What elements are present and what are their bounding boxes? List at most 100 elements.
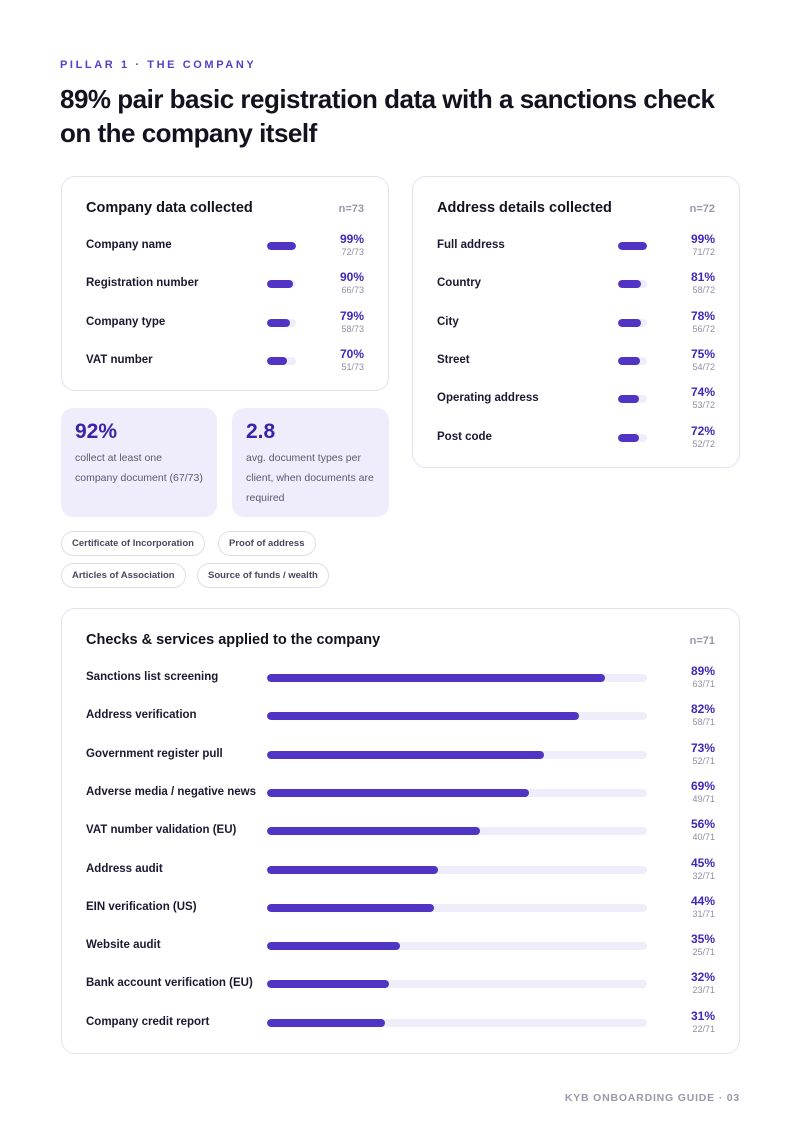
bar-row: VAT number 70% 51/73 xyxy=(62,347,388,384)
bar-track xyxy=(267,903,647,912)
sample-size: n=73 xyxy=(338,203,364,215)
bar-percent: 78% xyxy=(690,308,715,323)
bar-percent: 73% xyxy=(690,740,715,755)
bar-row: Company credit report 31% 22/71 xyxy=(62,1009,739,1046)
bar-track xyxy=(618,356,647,365)
card-title: Address details collected xyxy=(437,200,612,216)
bar-row: Company type 79% 58/73 xyxy=(62,309,388,346)
bar-count: 54/72 xyxy=(692,361,715,372)
bar-fill xyxy=(618,242,647,250)
bar-label: Adverse media / negative news xyxy=(86,785,257,798)
bar-fill xyxy=(267,750,545,759)
bar-label: Company type xyxy=(86,315,166,328)
bar-count: 40/71 xyxy=(692,832,715,843)
bar-count: 72/73 xyxy=(341,247,364,257)
bar-fill xyxy=(618,280,642,289)
bar-fill xyxy=(618,318,641,327)
bar-label: Bank account verification (EU) xyxy=(86,977,253,990)
bar-percent: 79% xyxy=(339,308,364,323)
document-pill: Articles of Association xyxy=(61,563,186,588)
stat-value: 2.8 xyxy=(246,420,276,443)
bar-label: Post code xyxy=(437,430,492,443)
bar-track xyxy=(267,865,647,874)
bar-percent: 89% xyxy=(690,664,715,678)
bar-row: Adverse media / negative news 69% 49/71 xyxy=(62,779,739,816)
bar-track xyxy=(618,242,647,250)
bar-percent: 69% xyxy=(690,778,715,793)
bar-fill xyxy=(267,827,480,836)
bar-percent: 44% xyxy=(690,893,715,908)
bar-track xyxy=(267,712,647,721)
bar-percent: 75% xyxy=(690,346,715,361)
bar-track xyxy=(618,433,647,442)
bar-row: Full address 99% 71/72 xyxy=(413,232,739,269)
bar-count: 58/71 xyxy=(692,717,715,728)
bar-label: Address verification xyxy=(86,709,197,722)
bar-percent: 32% xyxy=(690,970,715,985)
bar-percent: 45% xyxy=(690,855,715,870)
bar-row: Website audit 35% 25/71 xyxy=(62,932,739,969)
bar-track xyxy=(267,942,647,951)
bar-row: Address verification 82% 58/71 xyxy=(62,702,739,739)
document-pill: Proof of address xyxy=(218,531,316,556)
bar-count: 52/71 xyxy=(692,755,715,766)
bar-fill xyxy=(267,356,288,365)
bar-count: 51/73 xyxy=(341,361,364,372)
bar-row: Address audit 45% 32/71 xyxy=(62,856,739,893)
bar-fill xyxy=(618,395,640,404)
bar-count: 32/71 xyxy=(692,870,715,881)
document-pill: Source of funds / wealth xyxy=(197,563,329,588)
bar-row: Country 81% 58/72 xyxy=(413,270,739,307)
bar-percent: 74% xyxy=(690,385,715,400)
bar-track xyxy=(267,1018,647,1027)
bar-label: City xyxy=(437,315,459,328)
bar-label: Operating address xyxy=(437,392,539,405)
bar-fill xyxy=(267,788,530,797)
sample-size: n=72 xyxy=(689,203,715,215)
bar-track xyxy=(267,318,296,327)
card-title: Checks & services applied to the company xyxy=(86,632,381,648)
bar-label: Address audit xyxy=(86,862,163,875)
bar-row: Street 75% 54/72 xyxy=(413,347,739,384)
bar-row: VAT number validation (EU) 56% 40/71 xyxy=(62,817,739,854)
bar-fill xyxy=(267,942,400,951)
bar-row: Company name 99% 72/73 xyxy=(62,232,388,269)
bar-fill xyxy=(267,903,435,912)
bar-row: Sanctions list screening 89% 63/71 xyxy=(62,664,739,701)
bar-row: City 78% 56/72 xyxy=(413,309,739,346)
bar-fill xyxy=(267,674,606,682)
bar-track xyxy=(267,788,647,797)
bar-row: Post code 72% 52/72 xyxy=(413,424,739,461)
bar-track xyxy=(618,280,647,289)
bar-track xyxy=(267,827,647,836)
stat-description: collect at least one company document (6… xyxy=(75,452,203,484)
stat-tile-doc-types: 2.8 avg. document types per client, when… xyxy=(232,408,389,517)
bar-count: 63/71 xyxy=(692,679,715,689)
bar-count: 52/72 xyxy=(692,438,715,449)
bar-fill xyxy=(267,318,290,327)
bar-fill xyxy=(267,712,579,721)
bar-row: EIN verification (US) 44% 31/71 xyxy=(62,894,739,931)
bar-count: 25/71 xyxy=(692,947,715,958)
bar-fill xyxy=(267,1018,385,1027)
bar-label: VAT number validation (EU) xyxy=(86,824,237,837)
bar-label: Registration number xyxy=(86,277,199,290)
bar-count: 31/71 xyxy=(692,908,715,919)
bar-row: Government register pull 73% 52/71 xyxy=(62,741,739,778)
bar-count: 22/71 xyxy=(692,1023,715,1034)
bar-track xyxy=(267,356,296,365)
stat-tile-documents: 92% collect at least one company documen… xyxy=(61,408,217,517)
bar-count: 49/71 xyxy=(692,793,715,804)
stat-description: avg. document types per client, when doc… xyxy=(246,452,374,504)
address-details-card: Address details collected n=72 Full addr… xyxy=(412,176,740,468)
page-headline: 89% pair basic registration data with a … xyxy=(60,84,715,148)
page-footer: KYB ONBOARDING GUIDE · 03 xyxy=(564,1092,740,1104)
bar-count: 71/72 xyxy=(692,247,715,257)
bar-fill xyxy=(618,433,639,442)
bar-percent: 99% xyxy=(690,232,715,246)
bar-track xyxy=(618,318,647,327)
checks-services-card: Checks & services applied to the company… xyxy=(61,608,740,1054)
sample-size: n=71 xyxy=(689,635,715,647)
bar-fill xyxy=(267,242,296,250)
bar-label: Full address xyxy=(437,239,505,251)
